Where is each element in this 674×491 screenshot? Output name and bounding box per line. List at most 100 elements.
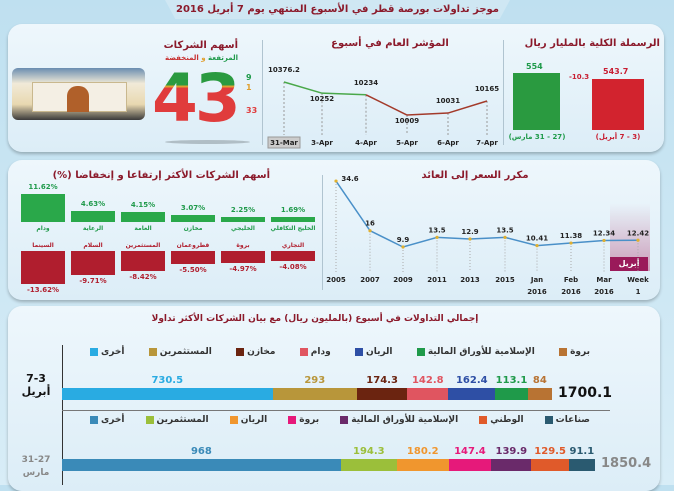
legend-swatch [340,415,349,424]
x-tick-label-line2: 2016 [594,288,614,296]
gainer-name: الخليجي [231,225,255,232]
gainer-bar [271,217,315,222]
legend-label: المستثمرين [159,347,212,357]
companies-subtitle: المرتفعة و المنخفضة [158,54,238,62]
bar-segment [491,459,532,471]
data-label: 13.5 [496,226,513,234]
x-tick-label: 2007 [360,276,380,284]
divider [262,40,263,145]
x-tick-label: 5-Apr [396,139,418,147]
legend-swatch [229,415,238,424]
row-label: 31-27 [21,455,51,465]
legend-item: الريان [229,415,267,425]
legend-item: أخرى [90,347,124,357]
bar-segment [568,459,595,471]
legend-item: الوطني [479,415,524,425]
legend-label: أخرى [101,415,125,425]
legend-swatch [355,347,364,356]
loser-bar [271,251,315,261]
gainer-value: 4.15% [130,201,156,209]
bar-segment [407,388,449,400]
gainer-bar [21,194,65,222]
data-point [569,241,573,245]
unchanged-count: 1 [246,83,252,92]
divider [322,175,323,290]
loser-name: المستثمرين [125,242,161,249]
bar-segment [62,388,273,400]
page-title: موجز تداولات بورصة قطر في الأسبوع المنته… [165,0,510,19]
x-tick-label: Jan [530,276,543,284]
x-tick-label-line2: 1 [636,288,641,296]
segment-value: 730.5 [151,375,184,386]
bar-segment [448,388,496,400]
shadow [165,140,250,144]
data-label: 34.6 [341,175,358,183]
data-label: 11.38 [560,232,582,240]
bar-segment [495,388,528,400]
data-label: 12.34 [593,229,615,237]
market-cap-change: -10.3 [569,73,590,81]
legend-item: بروة [559,347,590,357]
legend-label: الإسلامية للأوراق المالية [427,347,535,357]
x-tick-label: 6-Apr [437,139,459,147]
legend-swatch [416,347,425,356]
x-tick-label: 7-Apr [476,139,498,147]
x-tick-label-line2: 2016 [561,288,581,296]
market-cap-label-curr: (3 - 7 أبريل) [595,133,641,141]
legend-label: ودام [310,347,331,357]
legend-swatch [479,415,488,424]
movers-pe-panel [8,160,660,300]
x-tick-label: 2009 [393,276,413,284]
legend: صناعات الوطني الإسلامية للأوراق المالية برو… [90,415,590,425]
gainer-bar [171,214,215,222]
data-point [334,179,338,183]
segment-value: 113.1 [495,375,528,386]
legend-swatch [148,347,157,356]
legend-swatch [236,347,245,356]
legend-item: المستثمرين [145,415,209,425]
legend-item: ودام [299,347,331,357]
loser-value: -5.50% [179,266,207,275]
divider [503,40,504,145]
loser-bar [221,251,265,264]
data-point [602,238,606,243]
legend-label: بروة [299,415,320,425]
x-tick-label: 31-Mar [270,139,298,147]
data-point [535,244,539,248]
legend-label: الوطني [490,415,524,425]
row-label-month: أبريل [21,385,51,398]
segment-value: 180.2 [406,446,439,457]
legend-label: مخازن [247,347,276,357]
legend-item: أخرى [90,415,124,425]
loser-name: التجاري [281,242,305,249]
loser-bar [71,251,115,275]
up-count: 9 [246,73,252,82]
bar-segment [356,388,408,400]
loser-name: بروة [236,242,250,249]
x-tick-label: 2015 [495,276,515,284]
gainer-value: 3.07% [180,203,206,212]
loser-value: -13.62% [26,286,60,294]
data-point [636,238,640,242]
loser-name: السلام [83,242,103,249]
movers-title: أسهم الشركات الأكثر إرتفاعا و إنخفاضا (%… [52,170,270,181]
gainer-bar [71,210,115,222]
bar-segment [272,388,357,400]
turnover-title: إجمالي التداولات في أسبوع (بالمليون ريال… [151,314,479,324]
legend-swatch [90,347,98,356]
index-line-segment [283,81,323,94]
row-label: 7-3 [26,372,46,385]
legend-label: الإسلامية للأوراق المالية [351,415,459,425]
x-tick-label-line2: 2016 [527,288,547,296]
gainer-name: العامة [134,225,152,232]
legend-swatch [299,347,308,356]
legend-item: صناعات [544,415,590,425]
legend-swatch [559,347,568,356]
market-cap-label-prev: (27 - 31 مارس) [508,133,566,141]
data-point [503,235,507,239]
index-line-segment [406,112,449,116]
gainer-name: ودام [36,225,50,232]
segment-value: 84 [532,375,547,386]
x-tick-label: 3-Apr [311,139,333,147]
selected-tick-bg [267,136,301,149]
